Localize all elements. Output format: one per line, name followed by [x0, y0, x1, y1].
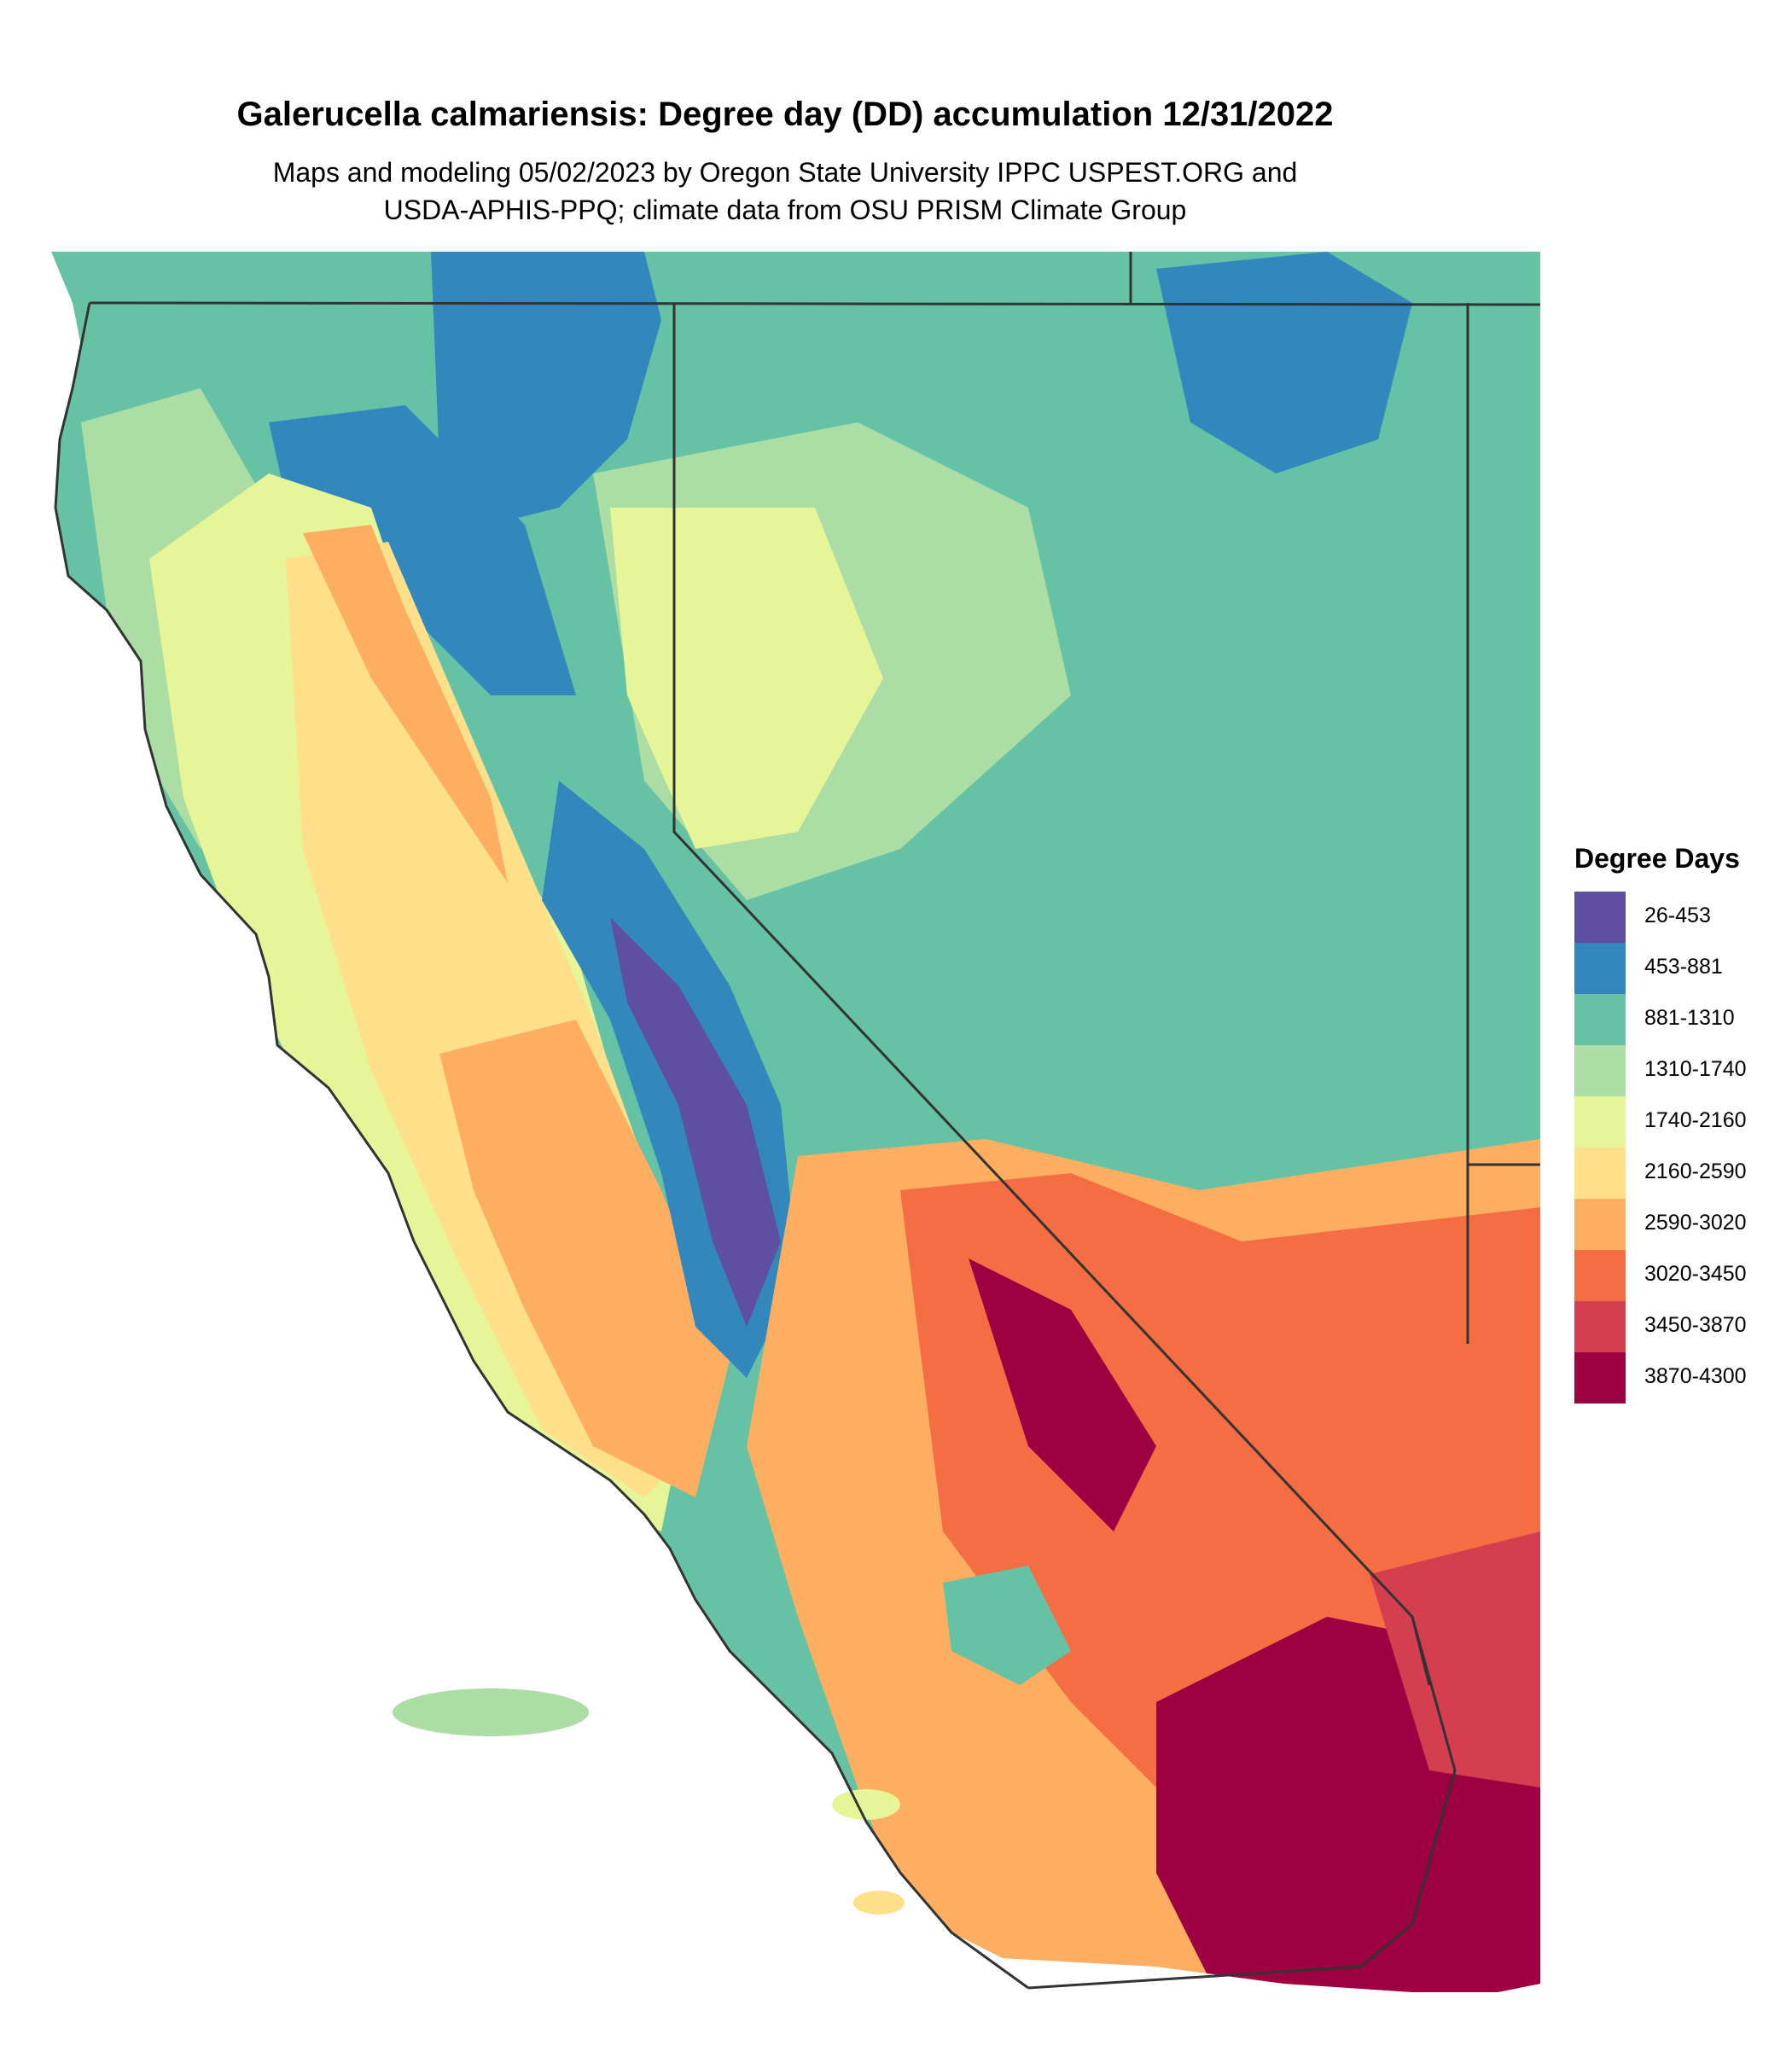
legend-item: 881-1310 — [1574, 994, 1779, 1045]
channel-island — [832, 1789, 900, 1820]
legend-item: 1310-1740 — [1574, 1045, 1779, 1096]
legend-label: 453-881 — [1644, 955, 1723, 979]
state-borders — [89, 252, 1540, 1990]
legend-item: 3870-4300 — [1574, 1352, 1779, 1404]
legend-label: 2160-2590 — [1644, 1159, 1747, 1183]
degree-day-raster — [51, 252, 1540, 1992]
legend-label: 1740-2160 — [1644, 1108, 1747, 1132]
legend-swatch — [1574, 1352, 1626, 1404]
channel-island — [393, 1688, 589, 1736]
map-subtitle-line-1: Maps and modeling 05/02/2023 by Oregon S… — [272, 157, 1298, 188]
legend-swatch — [1574, 943, 1626, 994]
legend-swatch — [1574, 1199, 1626, 1250]
legend-item: 453-881 — [1574, 943, 1779, 994]
legend-item: 3020-3450 — [1574, 1250, 1779, 1301]
legend-label: 26-453 — [1644, 904, 1711, 927]
legend-item: 26-453 — [1574, 892, 1779, 943]
map-subtitle-line-2: USDA-APHIS-PPQ; climate data from OSU PR… — [383, 195, 1187, 225]
legend-item: 2590-3020 — [1574, 1199, 1779, 1250]
legend-swatch — [1574, 1045, 1626, 1096]
legend-item: 2160-2590 — [1574, 1148, 1779, 1199]
channel-island — [853, 1891, 905, 1915]
california-arizona-border — [1027, 1616, 1457, 1990]
legend-label: 3870-4300 — [1644, 1364, 1747, 1388]
legend-label: 1310-1740 — [1644, 1057, 1747, 1081]
oregon-border — [89, 301, 1540, 306]
legend-swatch — [1574, 1148, 1626, 1199]
legend-label: 3450-3870 — [1644, 1313, 1747, 1337]
legend-item: 1740-2160 — [1574, 1096, 1779, 1148]
legend-item: 3450-3870 — [1574, 1301, 1779, 1352]
legend-swatch — [1574, 994, 1626, 1045]
degree-day-map — [51, 252, 1540, 1992]
legend-label: 881-1310 — [1644, 1006, 1735, 1030]
legend-swatch — [1574, 1250, 1626, 1301]
legend-label: 2590-3020 — [1644, 1211, 1747, 1235]
coastline — [54, 302, 1029, 1990]
legend-title: Degree Days — [1574, 843, 1740, 874]
legend-swatch — [1574, 1096, 1626, 1148]
legend-label: 3020-3450 — [1644, 1262, 1747, 1286]
legend-swatch — [1574, 892, 1626, 943]
map-title: Galerucella calmariensis: Degree day (DD… — [236, 96, 1334, 133]
legend-swatch — [1574, 1301, 1626, 1352]
